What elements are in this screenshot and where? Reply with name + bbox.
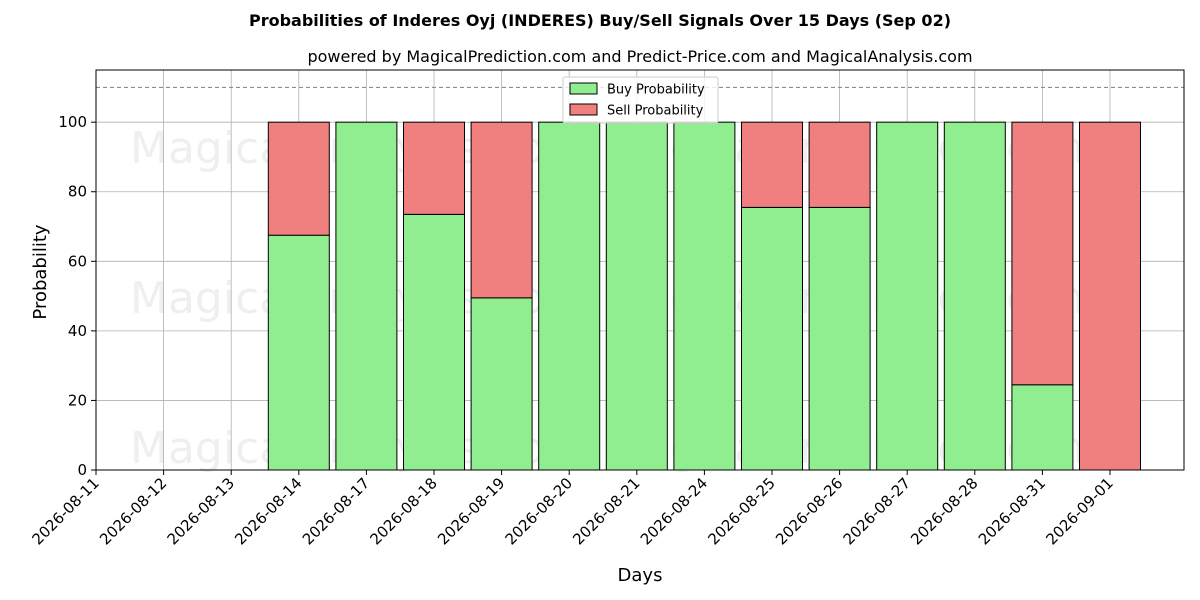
x-tick-label: 2026-08-19	[434, 474, 508, 548]
x-tick-label: 2026-08-21	[569, 474, 643, 548]
x-tick-label: 2026-08-11	[28, 474, 102, 548]
y-tick-label: 80	[68, 183, 87, 201]
bar-sell-2026-08-14	[267, 121, 330, 236]
x-tick-label: 2026-08-26	[772, 474, 846, 548]
bar-buy-2026-08-24	[673, 121, 736, 471]
bar-buy-2026-08-18	[403, 213, 465, 471]
y-tick-label: 100	[58, 113, 87, 131]
legend-label: Buy Probability	[607, 83, 705, 98]
x-tick-label: 2026-08-17	[299, 474, 373, 548]
x-axis-label: Days	[618, 565, 663, 586]
legend-box	[562, 76, 719, 124]
y-tick-label: 0	[77, 461, 87, 479]
bar-sell-2026-09-01	[1079, 121, 1141, 471]
legend-swatch	[569, 103, 598, 116]
bar-sell-2026-08-25	[741, 121, 803, 208]
plot-frame	[95, 69, 1185, 471]
x-tick-label: 2026-08-18	[366, 474, 440, 548]
legend: Buy Probability Sell Probability	[562, 76, 719, 124]
bars	[267, 121, 1141, 471]
bar-buy-2026-08-17	[335, 121, 398, 471]
bar-sell-2026-08-31	[1011, 121, 1074, 386]
bar-sell-2026-08-18	[403, 121, 465, 215]
legend-swatch	[569, 82, 598, 95]
y-tick-label: 40	[68, 322, 87, 340]
x-tick-label: 2026-08-14	[231, 474, 305, 548]
x-tick-label: 2026-08-31	[975, 474, 1049, 548]
x-tick-label: 2026-09-01	[1042, 474, 1116, 548]
chart-title: Probabilities of Inderes Oyj (INDERES) B…	[249, 11, 951, 30]
x-tick-label: 2026-08-25	[704, 474, 778, 548]
bar-buy-2026-08-31	[1011, 384, 1074, 471]
bar-buy-2026-08-25	[741, 206, 803, 471]
x-tick-label: 2026-08-20	[502, 474, 576, 548]
bar-buy-2026-08-26	[808, 206, 871, 471]
y-tick-label: 20	[68, 391, 87, 409]
y-axis-ticks: 0 20 40 60 80 100	[58, 113, 96, 479]
x-tick-label: 2026-08-28	[907, 474, 981, 548]
x-axis-ticks: 2026-08-112026-08-122026-08-132026-08-14…	[28, 470, 1117, 548]
x-tick-label: 2026-08-27	[840, 474, 914, 548]
x-tick-label: 2026-08-13	[164, 474, 238, 548]
x-tick-label: 2026-08-12	[96, 474, 170, 548]
x-tick-label: 2026-08-24	[637, 474, 711, 548]
bar-buy-2026-08-19	[470, 297, 533, 471]
legend-label: Sell Probability	[607, 104, 704, 119]
bar-buy-2026-08-28	[943, 121, 1006, 471]
bar-buy-2026-08-14	[267, 234, 330, 471]
bar-sell-2026-08-26	[808, 121, 871, 208]
bar-buy-2026-08-27	[876, 121, 939, 471]
y-axis-label: Probability	[30, 224, 51, 319]
chart-subtitle: powered by MagicalPrediction.com and Pre…	[307, 47, 972, 66]
bar-sell-2026-08-19	[470, 121, 533, 299]
bar-buy-2026-08-20	[538, 121, 601, 471]
bar-buy-2026-08-21	[605, 121, 668, 471]
y-tick-label: 60	[68, 252, 87, 270]
